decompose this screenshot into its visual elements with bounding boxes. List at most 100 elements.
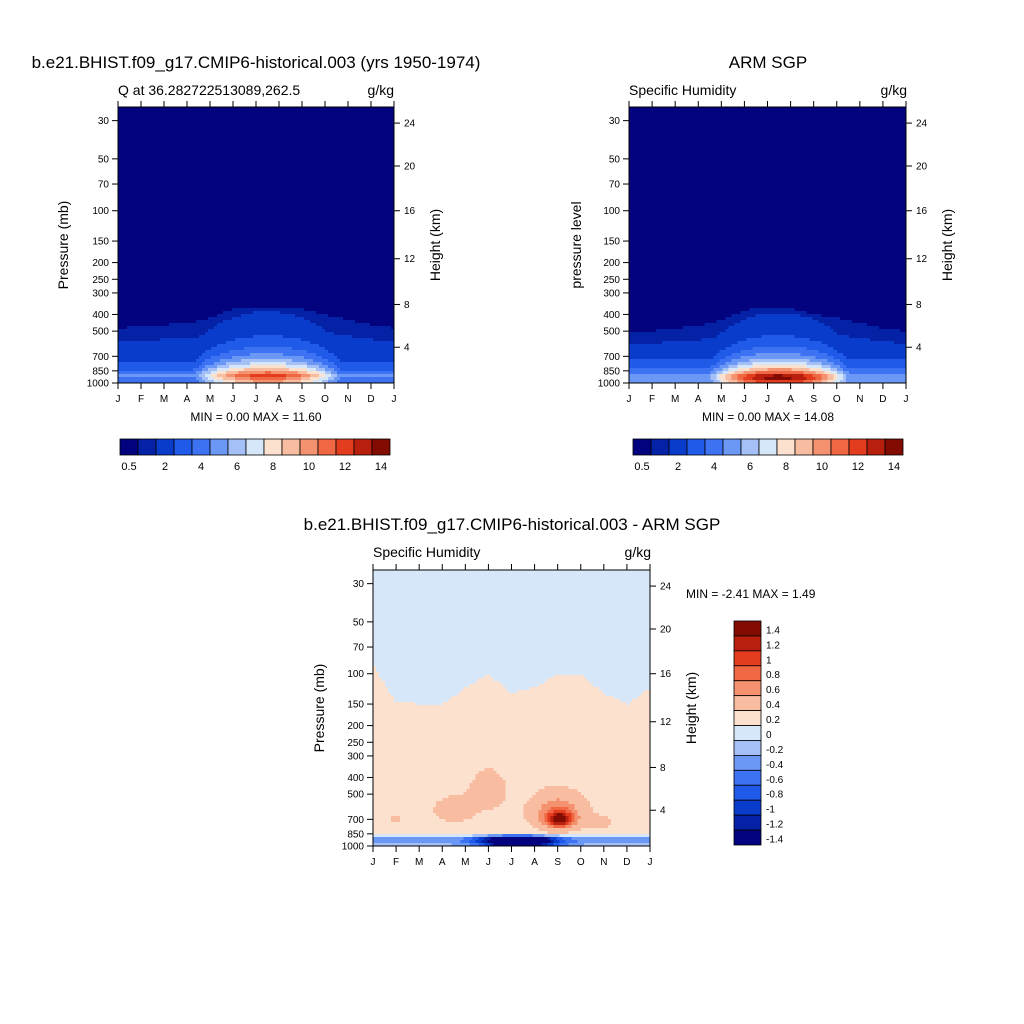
heatmap-cell — [241, 161, 245, 165]
heatmap-cell — [217, 215, 221, 219]
heatmap-cell — [286, 152, 290, 156]
heatmap-cell — [130, 185, 134, 189]
heatmap-cell — [235, 128, 239, 132]
heatmap-cell — [133, 185, 137, 189]
heatmap-cell — [364, 173, 368, 177]
heatmap-cell — [331, 221, 335, 225]
heatmap-cell — [262, 224, 266, 228]
heatmap-cell — [190, 197, 194, 201]
heatmap-cell — [316, 173, 320, 177]
heatmap-cell — [307, 215, 311, 219]
heatmap-cell — [184, 188, 188, 192]
heatmap-cell — [214, 212, 218, 216]
heatmap-cell — [253, 221, 257, 225]
heatmap-cell — [154, 215, 158, 219]
heatmap-cell — [220, 239, 224, 243]
heatmap-cell — [172, 212, 176, 216]
heatmap-cell — [184, 125, 188, 129]
heatmap-cell — [199, 206, 203, 210]
heatmap-cell — [304, 194, 308, 198]
heatmap-cell — [211, 113, 215, 117]
heatmap-cell — [118, 185, 122, 189]
heatmap-cell — [229, 206, 233, 210]
heatmap-cell — [235, 140, 239, 144]
heatmap-cell — [346, 131, 350, 135]
heatmap-cell — [376, 197, 380, 201]
heatmap-cell — [283, 131, 287, 135]
heatmap-cell — [274, 158, 278, 162]
heatmap-cell — [304, 158, 308, 162]
heatmap-cell — [274, 200, 278, 204]
heatmap-cell — [301, 227, 305, 231]
heatmap-cell — [187, 107, 191, 111]
heatmap-cell — [274, 122, 278, 126]
heatmap-cell — [358, 227, 362, 231]
heatmap-cell — [376, 122, 380, 126]
heatmap-cell — [352, 125, 356, 129]
heatmap-cell — [328, 137, 332, 141]
heatmap-cell — [298, 191, 302, 195]
heatmap-cell — [238, 146, 242, 150]
heatmap-cell — [142, 137, 146, 141]
heatmap-cell — [193, 131, 197, 135]
heatmap-cell — [253, 200, 257, 204]
heatmap-cell — [199, 116, 203, 120]
heatmap-cell — [223, 131, 227, 135]
heatmap-cell — [190, 173, 194, 177]
heatmap-cell — [301, 182, 305, 186]
heatmap-cell — [319, 128, 323, 132]
heatmap-cell — [244, 128, 248, 132]
heatmap-cell — [391, 134, 395, 138]
heatmap-cell — [370, 113, 374, 117]
heatmap-cell — [145, 116, 149, 120]
heatmap-cell — [241, 227, 245, 231]
heatmap-cell — [229, 119, 233, 123]
heatmap-cell — [319, 146, 323, 150]
heatmap-cell — [277, 209, 281, 213]
heatmap-cell — [214, 197, 218, 201]
heatmap-cell — [163, 170, 167, 174]
heatmap-cell — [304, 131, 308, 135]
heatmap-cell — [193, 125, 197, 129]
heatmap-cell — [295, 218, 299, 222]
heatmap-cell — [367, 224, 371, 228]
heatmap-cell — [334, 179, 338, 183]
heatmap-cell — [247, 236, 251, 240]
heatmap-cell — [373, 203, 377, 207]
heatmap-cell — [211, 152, 215, 156]
heatmap-cell — [343, 185, 347, 189]
heatmap-cell — [301, 212, 305, 216]
heatmap-cell — [136, 233, 140, 237]
heatmap-cell — [151, 182, 155, 186]
heatmap-cell — [271, 146, 275, 150]
panel-units: g/kg — [368, 82, 394, 98]
heatmap-cell — [256, 218, 260, 222]
heatmap-cell — [295, 113, 299, 117]
heatmap-cell — [376, 161, 380, 165]
heatmap-cell — [175, 122, 179, 126]
heatmap-cell — [292, 221, 296, 225]
heatmap-cell — [265, 161, 269, 165]
heatmap-cell — [361, 176, 365, 180]
heatmap-cell — [175, 116, 179, 120]
heatmap-cell — [319, 185, 323, 189]
heatmap-cell — [391, 185, 395, 189]
heatmap-cell — [274, 233, 278, 237]
heatmap-cell — [187, 182, 191, 186]
heatmap-cell — [184, 137, 188, 141]
heatmap-cell — [196, 149, 200, 153]
heatmap-cell — [247, 110, 251, 114]
heatmap-cell — [241, 125, 245, 129]
heatmap-cell — [274, 152, 278, 156]
heatmap-cell — [313, 203, 317, 207]
heatmap-cell — [298, 113, 302, 117]
heatmap-cell — [301, 149, 305, 153]
heatmap-cell — [355, 176, 359, 180]
heatmap-cell — [121, 218, 125, 222]
heatmap-cell — [238, 191, 242, 195]
heatmap-cell — [373, 179, 377, 183]
heatmap-cell — [199, 125, 203, 129]
heatmap-cell — [304, 227, 308, 231]
heatmap-cell — [139, 239, 143, 243]
heatmap-cell — [382, 113, 386, 117]
